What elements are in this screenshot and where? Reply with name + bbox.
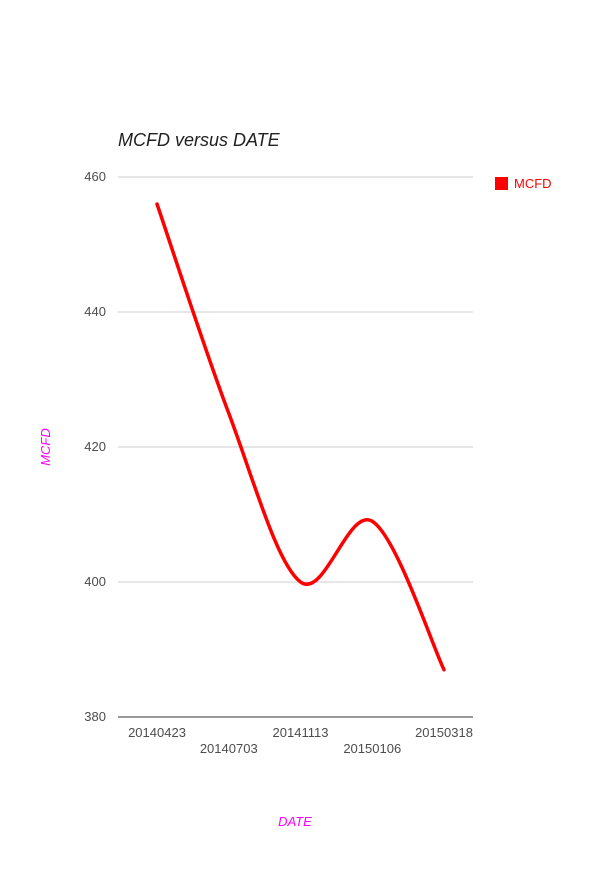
y-tick-label: 460 (84, 169, 106, 184)
x-tick-label: 20150106 (343, 741, 402, 756)
x-axis-title: DATE (278, 814, 312, 829)
legend-series-label: MCFD (514, 176, 552, 191)
x-tick-label: 20140423 (128, 725, 186, 740)
x-tick-label: 20141113 (272, 725, 329, 740)
x-tick-label: 20140703 (199, 741, 258, 756)
y-axis-title: MCFD (38, 428, 53, 466)
y-tick-label: 420 (84, 439, 106, 454)
x-tick-label: 20150318 (415, 725, 473, 740)
chart-title: MCFD versus DATE (118, 130, 280, 150)
y-tick-label: 400 (84, 574, 106, 589)
y-tick-label: 380 (84, 709, 106, 724)
series-line-mcfd (155, 202, 446, 672)
y-tick-label: 440 (84, 304, 106, 319)
legend: MCFD (495, 176, 552, 191)
red-square-icon (495, 177, 508, 190)
